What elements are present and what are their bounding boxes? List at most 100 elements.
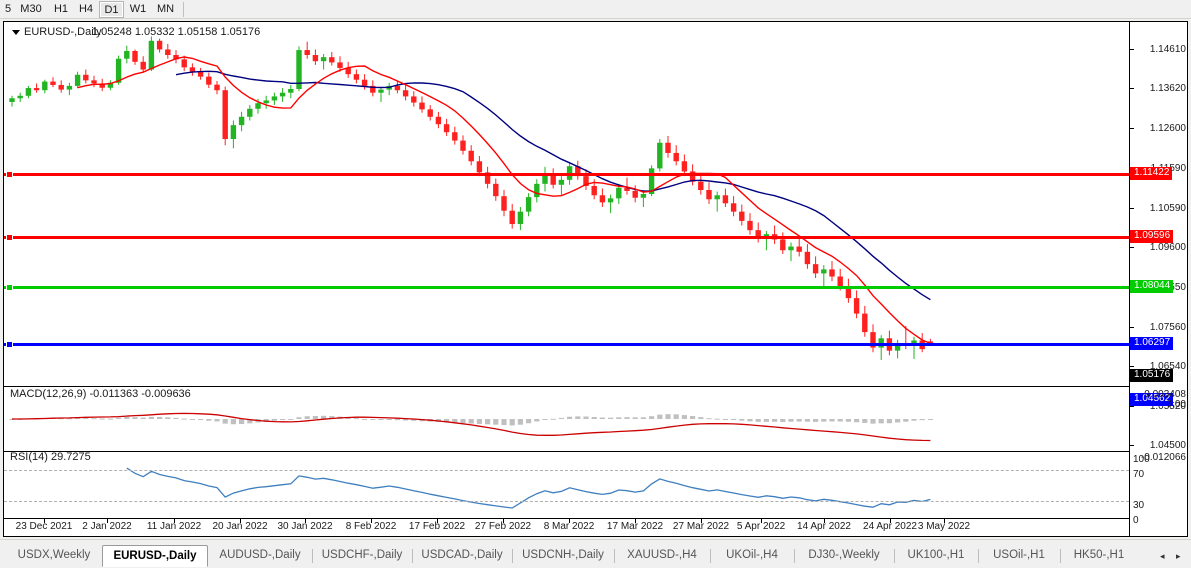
chart-tab-dj30-weekly[interactable]: DJ30-,Weekly (808, 549, 880, 561)
rsi-axis-tick-label: 30 (1133, 500, 1145, 511)
chart-tab-uk100-h1[interactable]: UK100-,H1 (907, 549, 965, 561)
price-level-tag-pivot[interactable]: 1.04562 (1130, 393, 1174, 406)
date-axis-tick (635, 519, 636, 523)
tab-separator (794, 549, 795, 563)
pane-divider-price-macd[interactable] (4, 386, 1187, 387)
chart-tab-usdx-weekly[interactable]: USDX,Weekly (17, 549, 91, 561)
price-axis-tick-label: 1.10590 (1149, 203, 1186, 214)
timeframe-button-d1[interactable]: D1 (99, 1, 124, 18)
date-axis-tick (305, 519, 306, 523)
timeframe-button-h4[interactable]: H4 (78, 3, 94, 15)
date-axis-label: 3 May 2022 (917, 521, 971, 532)
support-handle-1[interactable] (6, 284, 13, 291)
rsi-indicator-label: RSI(14) 29.7275 (10, 452, 91, 463)
date-axis-label: 20 Jan 2022 (212, 521, 268, 532)
resistance-line-2[interactable] (4, 236, 1129, 239)
macd-plot (9, 412, 933, 442)
resistance-line-1[interactable] (4, 173, 1129, 176)
timeframe-button-m5[interactable]: 5 (4, 3, 12, 15)
price-axis-tick-label: 1.05520 (1149, 401, 1186, 412)
price-axis-tick (1130, 128, 1134, 129)
price-axis-tick-label: 1.12600 (1149, 123, 1186, 134)
chart-collapse-caret[interactable] (12, 30, 20, 35)
resistance-handle-1[interactable] (6, 171, 13, 178)
date-axis-tick (437, 519, 438, 523)
date-axis-tick (107, 519, 108, 523)
date-axis-tick (44, 519, 45, 523)
tab-separator (710, 549, 711, 563)
date-axis-tick (944, 519, 945, 523)
date-axis-tick (174, 519, 175, 523)
date-axis-label: 2 Jan 2022 (82, 521, 132, 532)
price-axis-tick (1130, 327, 1134, 328)
tab-separator (412, 549, 413, 563)
chart-tab-eurusd-daily[interactable]: EURUSD-,Daily (102, 545, 208, 567)
tab-separator (978, 549, 979, 563)
chart-frame[interactable]: EURUSD-,Daily 1.05248 1.05332 1.05158 1.… (3, 21, 1188, 537)
price-axis-tick-label: 1.07560 (1149, 322, 1186, 333)
date-axis-tick (569, 519, 570, 523)
date-axis-tick (240, 519, 241, 523)
support-line-1[interactable] (4, 286, 1129, 289)
price-plot (9, 36, 934, 360)
chart-tab-ukoil-h4[interactable]: UKOil-,H4 (726, 549, 778, 561)
chart-tab-usdchf-daily[interactable]: USDCHF-,Daily (321, 549, 403, 561)
rsi-axis-tick-label: 100 (1133, 454, 1150, 465)
price-level-tag-support[interactable]: 1.08044 (1130, 280, 1174, 293)
chart-tab-usdcad-daily[interactable]: USDCAD-,Daily (421, 549, 503, 561)
macd-axis-tick-label: -0.012066 (1140, 452, 1186, 463)
macd-axis-tick-label: 0.00 (1166, 399, 1186, 410)
chart-tab-usoil-h1[interactable]: USOil-,H1 (993, 549, 1045, 561)
resistance-handle-2[interactable] (6, 234, 13, 241)
price-axis-column[interactable]: 1.146101.136201.126001.115901.105901.096… (1130, 22, 1187, 536)
price-axis-tick (1130, 445, 1134, 446)
date-axis-tick (890, 519, 891, 523)
tab-separator (312, 549, 313, 563)
price-axis-line (1129, 22, 1130, 536)
rsi-pane[interactable]: RSI(14) 29.7275 (4, 452, 1187, 518)
rsi-axis-tick-label: 0 (1133, 515, 1139, 526)
date-axis-label: 27 Feb 2022 (474, 521, 532, 532)
tab-separator (894, 549, 895, 563)
tab-separator (614, 549, 615, 563)
chart-tab-audusd-daily[interactable]: AUDUSD-,Daily (219, 549, 301, 561)
chart-ohlc-values: 1.05248 1.05332 1.05158 1.05176 (92, 26, 261, 38)
date-axis: 23 Dec 2021 2 Jan 2022 11 Jan 2022 20 Jan 2… (4, 519, 1187, 536)
price-level-tag-pivot[interactable]: 1.06297 (1130, 337, 1174, 350)
macd-indicator-label: MACD(12,26,9) -0.011363 -0.009636 (10, 388, 191, 400)
macd-axis-tick-label: 0.003408 (1144, 389, 1186, 400)
macd-pane[interactable]: MACD(12,26,9) -0.011363 -0.009636 (4, 387, 1187, 451)
timeframe-button-h1[interactable]: H1 (53, 3, 69, 15)
date-axis-tick (701, 519, 702, 523)
tab-scroll-right-arrow[interactable]: ▸ (1176, 551, 1181, 561)
date-axis-label: 11 Jan 2022 (146, 521, 202, 532)
pivot-line-1[interactable] (4, 343, 1129, 346)
toolbar-separator (183, 2, 184, 17)
date-axis-label: 27 Mar 2022 (672, 521, 730, 532)
price-axis-tick-label: 1.14610 (1149, 44, 1186, 55)
tab-scroll-left-arrow[interactable]: ◂ (1160, 551, 1165, 561)
date-axis-tick (761, 519, 762, 523)
timeframe-button-m30[interactable]: M30 (20, 3, 42, 15)
price-axis-tick (1130, 247, 1134, 248)
price-level-tag-resistance[interactable]: 1.11422 (1130, 167, 1173, 180)
rsi-axis-tick-label: 70 (1133, 469, 1145, 480)
chart-tab-xauusd-h4[interactable]: XAUUSD-,H4 (627, 549, 697, 561)
pane-divider-macd-rsi[interactable] (4, 451, 1187, 452)
timeframe-toolbar: 5 M30 H1 H4 D1 W1 MN (0, 0, 1191, 19)
pivot-handle-1[interactable] (6, 341, 13, 348)
date-axis-tick (503, 519, 504, 523)
chart-tab-hk50-h1[interactable]: HK50-,H1 (1073, 549, 1125, 561)
price-level-tag-resistance[interactable]: 1.09596 (1130, 230, 1174, 243)
tab-separator (512, 549, 513, 563)
price-axis-tick-label: 1.06540 (1149, 361, 1186, 372)
price-axis-tick-label: 1.13620 (1149, 83, 1186, 94)
date-axis-tick (824, 519, 825, 523)
rsi-plot (126, 467, 931, 509)
price-axis-tick-label: 1.04500 (1149, 440, 1186, 451)
price-pane[interactable]: EURUSD-,Daily 1.05248 1.05332 1.05158 1.… (4, 22, 1187, 386)
timeframe-button-w1[interactable]: W1 (129, 3, 147, 15)
chart-tab-usdcnh-daily[interactable]: USDCNH-,Daily (522, 549, 604, 561)
timeframe-button-mn[interactable]: MN (156, 3, 175, 15)
